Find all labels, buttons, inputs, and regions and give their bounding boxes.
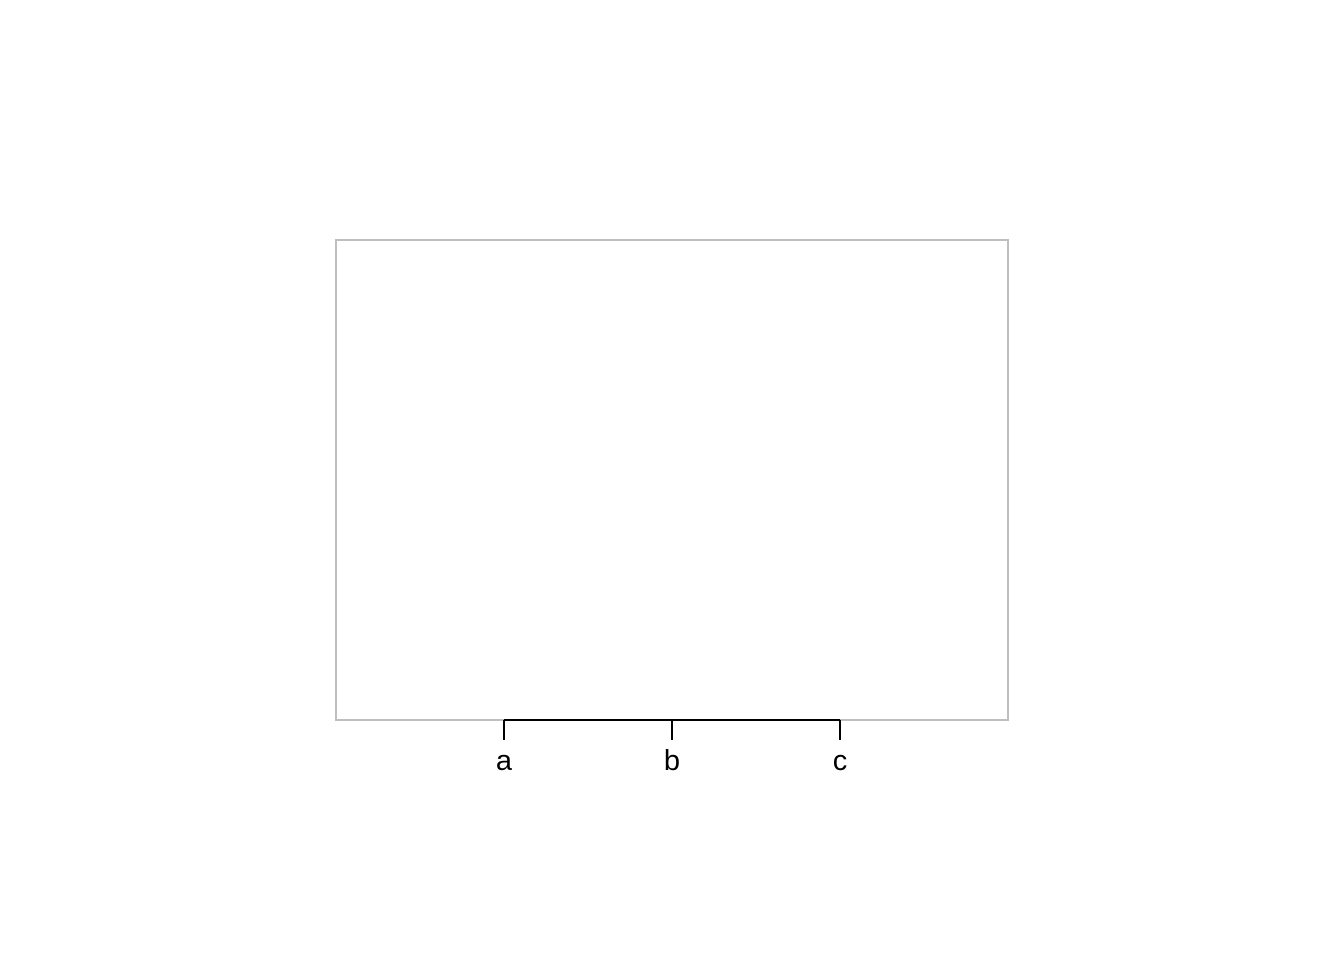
x-axis: a b c xyxy=(496,719,848,777)
x-tick-label-b: b xyxy=(664,745,680,777)
plot-panel xyxy=(335,239,1009,721)
x-tick-label-c: c xyxy=(833,745,848,777)
x-tick-label-a: a xyxy=(496,745,513,777)
